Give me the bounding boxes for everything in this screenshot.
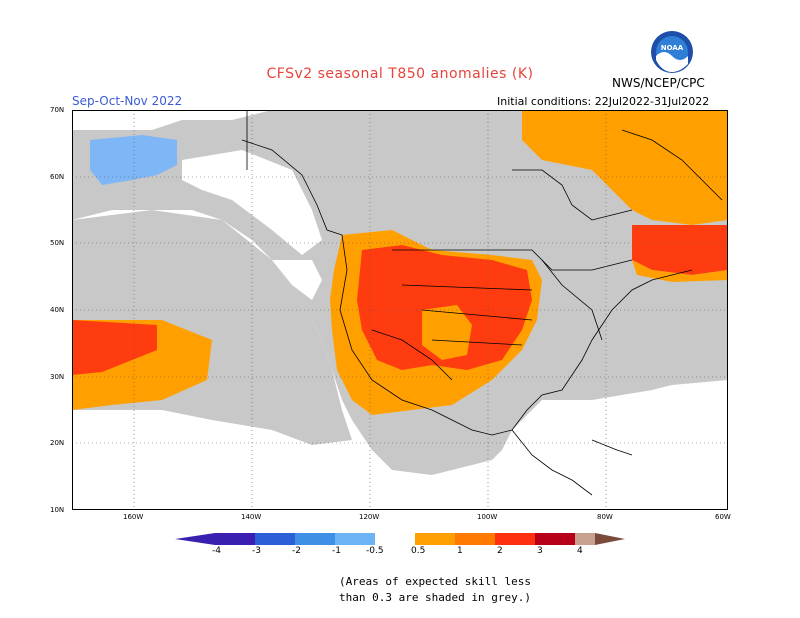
lat-label-40n: 40N bbox=[50, 306, 65, 314]
colorbar-swatch bbox=[575, 533, 595, 545]
lon-label-80w: 80W bbox=[597, 513, 613, 521]
agency-label: NWS/NCEP/CPC bbox=[612, 76, 705, 90]
colorbar-label: -2 bbox=[292, 546, 301, 556]
lat-label-70n: 70N bbox=[50, 106, 65, 114]
lon-label-160w: 160W bbox=[123, 513, 144, 521]
lon-label-100w: 100W bbox=[477, 513, 498, 521]
colorbar-arrow-high bbox=[595, 533, 625, 545]
colorbar-swatch bbox=[375, 533, 415, 545]
colorbar-swatch bbox=[215, 533, 255, 545]
colorbar-swatch bbox=[495, 533, 535, 545]
colorbar-label: -4 bbox=[212, 546, 221, 556]
lon-label-60w: 60W bbox=[715, 513, 731, 521]
orange-region-four-corners bbox=[422, 305, 472, 360]
orange-region-southeast-canada-edge bbox=[632, 260, 728, 282]
white-region-pacific-nw bbox=[272, 260, 322, 300]
red-region-southeast-canada bbox=[632, 225, 728, 275]
lon-label-140w: 140W bbox=[241, 513, 262, 521]
initial-conditions-label: Initial conditions: 22Jul2022-31Jul2022 bbox=[497, 95, 710, 108]
coastlines bbox=[241, 110, 723, 496]
graticule bbox=[72, 110, 728, 510]
red-region-pacific bbox=[72, 320, 157, 375]
blue-region-northwest bbox=[90, 135, 177, 185]
colorbar-label: 1 bbox=[457, 546, 463, 556]
season-label: Sep-Oct-Nov 2022 bbox=[72, 94, 183, 108]
colorbar-label: 4 bbox=[577, 546, 583, 556]
orange-region-northeast bbox=[522, 110, 728, 225]
colorbar-swatch bbox=[335, 533, 375, 545]
colorbar bbox=[175, 533, 625, 545]
colorbar-swatch bbox=[415, 533, 455, 545]
noaa-logo: NOAA bbox=[651, 31, 693, 73]
lat-label-50n: 50N bbox=[50, 239, 65, 247]
lat-label-30n: 30N bbox=[50, 373, 65, 381]
lat-label-20n: 20N bbox=[50, 439, 65, 447]
colorbar-swatch bbox=[455, 533, 495, 545]
map-title: CFSv2 seasonal T850 anomalies (K) bbox=[266, 66, 534, 82]
colorbar-label: -0.5 bbox=[366, 546, 384, 556]
colorbar-swatch bbox=[535, 533, 575, 545]
colorbar-swatch bbox=[295, 533, 335, 545]
colorbar-arrow-low bbox=[175, 533, 215, 545]
colorbar-label: -3 bbox=[252, 546, 261, 556]
colorbar-swatch bbox=[255, 533, 295, 545]
colorbar-label: 3 bbox=[537, 546, 543, 556]
colorbar-label: -1 bbox=[332, 546, 341, 556]
skill-note-line2: than 0.3 are shaded in grey.) bbox=[338, 591, 532, 604]
lat-label-60n: 60N bbox=[50, 173, 65, 181]
skill-note-line1: (Areas of expected skill less bbox=[338, 575, 532, 588]
colorbar-label: 2 bbox=[497, 546, 503, 556]
anomaly-map bbox=[72, 110, 728, 510]
noaa-logo-text: NOAA bbox=[661, 44, 684, 52]
lat-label-10n: 10N bbox=[50, 506, 65, 514]
colorbar-label: 0.5 bbox=[411, 546, 426, 556]
lon-label-120w: 120W bbox=[359, 513, 380, 521]
